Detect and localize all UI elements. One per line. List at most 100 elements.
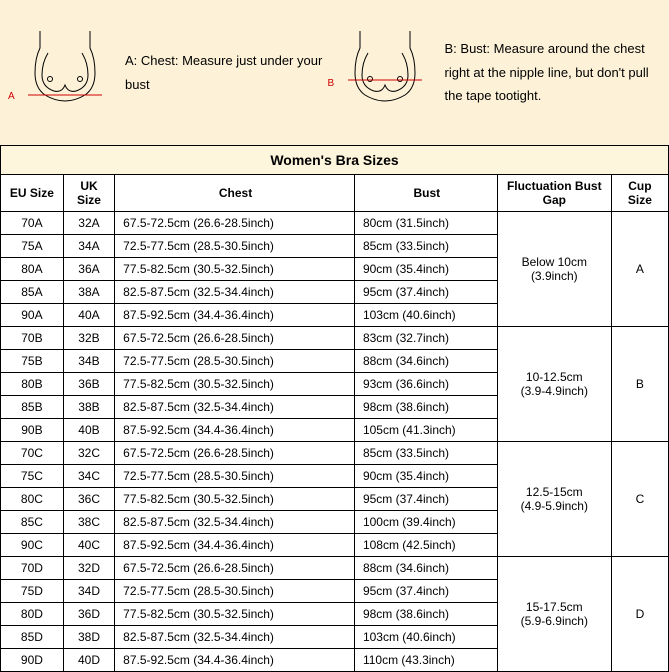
cell-bust: 108cm (42.5inch) <box>354 534 497 557</box>
table-row: 70D32D67.5-72.5cm (26.6-28.5inch)88cm (3… <box>1 557 669 580</box>
cell-bust: 88cm (34.6inch) <box>354 557 497 580</box>
col-header-bust: Bust <box>354 175 497 212</box>
cell-eu: 75D <box>1 580 64 603</box>
instruction-a: A A: Chest: Measure just under your bust <box>20 23 330 123</box>
cell-chest: 82.5-87.5cm (32.5-34.4inch) <box>115 281 355 304</box>
cell-cup: C <box>611 442 668 557</box>
table-body: 70A32A67.5-72.5cm (26.6-28.5inch)80cm (3… <box>1 212 669 672</box>
cell-uk: 34C <box>63 465 114 488</box>
cell-eu: 70D <box>1 557 64 580</box>
cell-eu: 70B <box>1 327 64 350</box>
cell-eu: 75A <box>1 235 64 258</box>
cell-chest: 72.5-77.5cm (28.5-30.5inch) <box>115 235 355 258</box>
col-header-fluct: Fluctuation Bust Gap <box>497 175 611 212</box>
cell-bust: 80cm (31.5inch) <box>354 212 497 235</box>
cell-fluctuation: 12.5-15cm(4.9-5.9inch) <box>497 442 611 557</box>
cell-cup: A <box>611 212 668 327</box>
cell-eu: 85B <box>1 396 64 419</box>
bust-diagram-icon: B <box>340 23 430 123</box>
table-row: 70C32C67.5-72.5cm (26.6-28.5inch)85cm (3… <box>1 442 669 465</box>
cell-chest: 87.5-92.5cm (34.4-36.4inch) <box>115 649 355 672</box>
cell-chest: 77.5-82.5cm (30.5-32.5inch) <box>115 603 355 626</box>
cell-bust: 85cm (33.5inch) <box>354 442 497 465</box>
cell-fluctuation: 15-17.5cm(5.9-6.9inch) <box>497 557 611 672</box>
cell-uk: 36D <box>63 603 114 626</box>
col-header-cup: Cup Size <box>611 175 668 212</box>
marker-a-label: A <box>8 91 15 102</box>
cell-bust: 90cm (35.4inch) <box>354 258 497 281</box>
cell-eu: 90D <box>1 649 64 672</box>
cell-bust: 90cm (35.4inch) <box>354 465 497 488</box>
cell-uk: 38B <box>63 396 114 419</box>
cell-chest: 82.5-87.5cm (32.5-34.4inch) <box>115 396 355 419</box>
cell-eu: 80D <box>1 603 64 626</box>
cell-eu: 80A <box>1 258 64 281</box>
size-table-container: Women's Bra Sizes EU Size UK Size Chest … <box>0 145 669 672</box>
cell-eu: 90C <box>1 534 64 557</box>
col-header-uk: UK Size <box>63 175 114 212</box>
cell-uk: 38D <box>63 626 114 649</box>
cell-bust: 85cm (33.5inch) <box>354 235 497 258</box>
instruction-b-label: B: Bust: <box>445 41 491 56</box>
cell-uk: 40B <box>63 419 114 442</box>
cell-uk: 32D <box>63 557 114 580</box>
cell-chest: 72.5-77.5cm (28.5-30.5inch) <box>115 350 355 373</box>
bra-size-table: Women's Bra Sizes EU Size UK Size Chest … <box>0 145 669 672</box>
cell-uk: 34B <box>63 350 114 373</box>
table-row: 70B32B67.5-72.5cm (26.6-28.5inch)83cm (3… <box>1 327 669 350</box>
cell-cup: B <box>611 327 668 442</box>
cell-chest: 67.5-72.5cm (26.6-28.5inch) <box>115 442 355 465</box>
cell-uk: 34A <box>63 235 114 258</box>
cell-chest: 67.5-72.5cm (26.6-28.5inch) <box>115 212 355 235</box>
table-header-row: EU Size UK Size Chest Bust Fluctuation B… <box>1 175 669 212</box>
cell-bust: 95cm (37.4inch) <box>354 488 497 511</box>
cell-cup: D <box>611 557 668 672</box>
cell-uk: 38C <box>63 511 114 534</box>
cell-bust: 103cm (40.6inch) <box>354 304 497 327</box>
cell-bust: 98cm (38.6inch) <box>354 396 497 419</box>
cell-chest: 67.5-72.5cm (26.6-28.5inch) <box>115 327 355 350</box>
cell-bust: 103cm (40.6inch) <box>354 626 497 649</box>
cell-eu: 85A <box>1 281 64 304</box>
cell-eu: 90B <box>1 419 64 442</box>
cell-chest: 67.5-72.5cm (26.6-28.5inch) <box>115 557 355 580</box>
marker-b-label: B <box>328 78 335 89</box>
cell-uk: 36A <box>63 258 114 281</box>
cell-bust: 88cm (34.6inch) <box>354 350 497 373</box>
cell-chest: 72.5-77.5cm (28.5-30.5inch) <box>115 465 355 488</box>
cell-bust: 93cm (36.6inch) <box>354 373 497 396</box>
cell-bust: 105cm (41.3inch) <box>354 419 497 442</box>
cell-chest: 87.5-92.5cm (34.4-36.4inch) <box>115 419 355 442</box>
cell-chest: 77.5-82.5cm (30.5-32.5inch) <box>115 373 355 396</box>
cell-eu: 80B <box>1 373 64 396</box>
cell-bust: 95cm (37.4inch) <box>354 580 497 603</box>
cell-uk: 40C <box>63 534 114 557</box>
cell-eu: 75C <box>1 465 64 488</box>
instruction-a-text: A: Chest: Measure just under your bust <box>125 49 330 96</box>
cell-uk: 40D <box>63 649 114 672</box>
col-header-chest: Chest <box>115 175 355 212</box>
cell-uk: 34D <box>63 580 114 603</box>
cell-chest: 82.5-87.5cm (32.5-34.4inch) <box>115 511 355 534</box>
cell-eu: 90A <box>1 304 64 327</box>
cell-eu: 75B <box>1 350 64 373</box>
cell-chest: 82.5-87.5cm (32.5-34.4inch) <box>115 626 355 649</box>
cell-chest: 87.5-92.5cm (34.4-36.4inch) <box>115 304 355 327</box>
cell-chest: 87.5-92.5cm (34.4-36.4inch) <box>115 534 355 557</box>
cell-uk: 32A <box>63 212 114 235</box>
cell-bust: 83cm (32.7inch) <box>354 327 497 350</box>
cell-fluctuation: 10-12.5cm(3.9-4.9inch) <box>497 327 611 442</box>
instruction-b: B B: Bust: Measure around the chest righ… <box>340 23 650 123</box>
cell-uk: 36C <box>63 488 114 511</box>
cell-uk: 38A <box>63 281 114 304</box>
cell-eu: 85C <box>1 511 64 534</box>
col-header-eu: EU Size <box>1 175 64 212</box>
table-title: Women's Bra Sizes <box>1 146 669 175</box>
table-row: 70A32A67.5-72.5cm (26.6-28.5inch)80cm (3… <box>1 212 669 235</box>
cell-bust: 98cm (38.6inch) <box>354 603 497 626</box>
cell-bust: 95cm (37.4inch) <box>354 281 497 304</box>
cell-eu: 70C <box>1 442 64 465</box>
chest-diagram-icon: A <box>20 23 110 123</box>
cell-uk: 40A <box>63 304 114 327</box>
cell-bust: 100cm (39.4inch) <box>354 511 497 534</box>
